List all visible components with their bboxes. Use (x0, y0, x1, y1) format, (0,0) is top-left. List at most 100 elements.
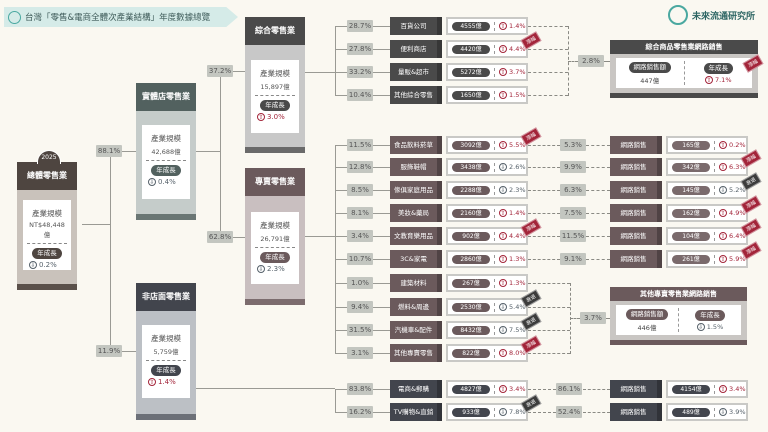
dashed-connector (528, 72, 568, 73)
category-value: 3438億 ⇩ 2.6% (446, 158, 528, 176)
online-sales-value: 446億 (637, 323, 657, 332)
dashed-connector (586, 145, 610, 146)
sales-value: 8432億 (452, 325, 490, 335)
growth-value: ⇧ 1.4% (499, 22, 526, 30)
connector-line (110, 151, 136, 152)
growth-down-icon: ⇩ (148, 178, 156, 186)
category-value: 5272億 ⇧ 3.7% (446, 63, 528, 81)
growth-percent: 8.0% (509, 349, 526, 357)
share-label: 1.0% (347, 277, 373, 289)
annual-growth: 年成長 ⇧ 7.1% (685, 62, 753, 84)
divider (494, 185, 495, 195)
growth-percent: 6.4% (729, 232, 746, 240)
value-box: 2288億 ⇩ 2.3% (448, 183, 526, 197)
growth-percent: 7.5% (509, 326, 526, 334)
connector-line (335, 145, 347, 146)
dashed-connector (528, 389, 556, 390)
category-value: 162億 ⇧ 4.9% (666, 204, 748, 222)
share-label: 5.3% (560, 139, 586, 151)
scale-label: 產業規模 (32, 209, 62, 218)
category-name: 其他專賣零售 (390, 344, 442, 362)
growth-up-icon: ⇧ (499, 91, 507, 99)
growth-percent: 3.9% (729, 408, 746, 416)
growth-label: 年成長 (703, 62, 733, 74)
dashed-connector (528, 259, 560, 260)
category-name: TV購物&直銷 (390, 403, 442, 421)
divider (494, 231, 495, 241)
growth-up-icon: ⇧ (499, 232, 507, 240)
growth-percent: 5.5% (509, 141, 526, 149)
connector-line (373, 307, 390, 308)
share-label: 62.8% (207, 231, 233, 243)
category-name: 量販&超市 (390, 63, 442, 81)
divider (494, 67, 495, 77)
connector-line (335, 236, 347, 237)
value-box: 8432億 ⇩ 7.5% (448, 323, 526, 337)
scale-value: NT$48,448億 (27, 221, 67, 244)
scale-label: 產業規模 (151, 134, 181, 143)
sales-value: 2288億 (452, 185, 490, 195)
connector-line (373, 95, 390, 96)
growth-percent: 5.2% (729, 186, 746, 194)
dashed-connector (528, 307, 570, 308)
scale-value: 26,791億 (255, 233, 295, 248)
growth-down-icon: ⇩ (499, 163, 507, 171)
connector-line (373, 190, 390, 191)
connector-line (373, 389, 390, 390)
general_online-summary: 綜合商品零售業網路銷售 網路銷售額 447億 年成長 ⇧ 7.1% (610, 40, 758, 98)
category-name: 網路銷售 (610, 403, 662, 421)
dashed-connector (583, 412, 610, 413)
growth-value: ⇩ 2.3% (499, 186, 526, 194)
growth-percent: 4.4% (509, 45, 526, 53)
growth-value: ⇩ 2.3% (251, 265, 299, 273)
value-box: 2860億 ⇧ 1.3% (448, 252, 526, 266)
connector-line (335, 389, 347, 390)
value-box: 104億 ⇧ 6.4% (668, 229, 746, 243)
value-box: 4555億 ⇧ 1.4% (448, 19, 526, 33)
growth-value: ⇧ 3.4% (719, 385, 746, 393)
growth-down-icon: ⇩ (719, 408, 727, 416)
growth-value: ⇩ 1.5% (679, 322, 741, 331)
divider (494, 162, 495, 172)
growth-up-icon: ⇧ (719, 141, 727, 149)
summary-footer (610, 93, 758, 98)
connector-line (196, 151, 220, 152)
scale-value: 42,688億 (146, 146, 186, 161)
connector-line (335, 259, 347, 260)
growth-percent: 1.3% (509, 255, 526, 263)
sales-value: 933億 (452, 407, 490, 417)
dashed-connector (528, 283, 570, 284)
sales-value: 822億 (452, 348, 490, 358)
value-box: 3438億 ⇩ 2.6% (448, 160, 526, 174)
growth-up-icon: ⇧ (499, 209, 507, 217)
growth-value: ⇧ 5.5% (499, 141, 526, 149)
scale-value: 5,759億 (146, 346, 186, 361)
node-footer (17, 284, 77, 290)
dashed-connector (528, 330, 570, 331)
category-value: 145億 ⇩ 5.2% (666, 181, 748, 199)
category-name: 網路銷售 (610, 380, 662, 398)
logo-icon (8, 10, 21, 24)
specialty-node: 專賣零售業 產業規模 26,791億 年成長 ⇩ 2.3% (245, 168, 305, 305)
share-label: 9.4% (347, 301, 373, 313)
general-stats: 產業規模 15,897億 年成長 ⇧ 3.0% (251, 60, 299, 133)
growth-percent: 0.4% (158, 178, 176, 186)
growth-value: ⇩ 0.4% (142, 178, 190, 186)
connector-line (335, 26, 347, 27)
dashed-connector (528, 167, 560, 168)
category-value: 822億 ⇧ 8.0% (446, 344, 528, 362)
divider (494, 21, 495, 31)
value-box: 267億 ⇧ 1.3% (448, 276, 526, 290)
category-name: 網路銷售 (610, 158, 662, 176)
growth-up-icon: ⇧ (499, 385, 507, 393)
sales-value: 104億 (672, 231, 710, 241)
share-label: 2.8% (578, 55, 604, 67)
growth-value: ⇧ 0.2% (719, 141, 746, 149)
category-value: 4827億 ⇧ 3.4% (446, 380, 528, 398)
category-value: 342億 ⇧ 6.3% (666, 158, 748, 176)
sales-value: 902億 (452, 231, 490, 241)
category-value: 1650億 ⇧ 1.5% (446, 86, 528, 104)
value-box: 145億 ⇩ 5.2% (668, 183, 746, 197)
dashed-connector (586, 167, 610, 168)
connector-line (373, 330, 390, 331)
